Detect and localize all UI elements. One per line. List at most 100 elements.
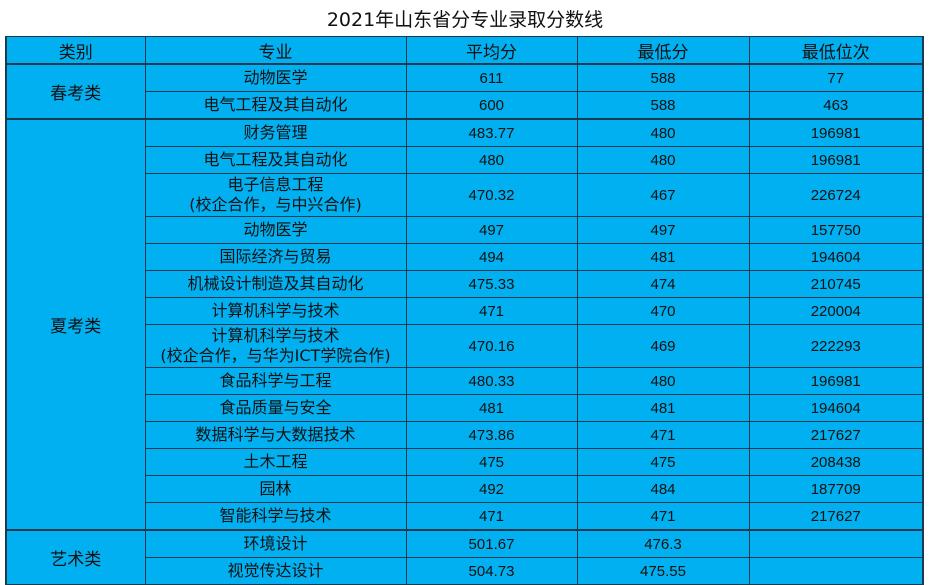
- table-row: 机械设计制造及其自动化 475.33 474 210745: [6, 270, 924, 298]
- major-cell: 国际经济与贸易: [144, 243, 407, 271]
- min-rank-cell: [748, 557, 924, 585]
- min-rank-cell: 463: [748, 91, 924, 120]
- major-cell: 动物医学: [144, 216, 407, 244]
- average-cell: 480: [405, 146, 578, 174]
- table-row: 食品科学与工程 480.33 480 196981: [6, 367, 924, 395]
- min-score-cell: 484: [576, 475, 750, 503]
- average-cell: 470.16: [405, 324, 578, 368]
- min-rank-cell: 194604: [748, 243, 924, 271]
- major-cell: 食品质量与安全: [144, 394, 407, 422]
- min-score-cell: 476.3: [576, 529, 750, 558]
- major-cell: 环境设计: [144, 529, 407, 558]
- average-cell: 483.77: [405, 118, 578, 147]
- average-cell: 480.33: [405, 367, 578, 395]
- admission-scores-table: 类别 专业 平均分 最低分 最低位次 春考类 动物医学 611 588 77 电…: [5, 36, 924, 585]
- major-cell: 电气工程及其自动化: [144, 91, 407, 120]
- min-score-cell: 470: [576, 297, 750, 325]
- header-major: 专业: [144, 36, 407, 65]
- min-rank-cell: 196981: [748, 367, 924, 395]
- average-cell: 475: [405, 448, 578, 476]
- major-name: 电子信息工程: [227, 175, 324, 194]
- category-cell: 春考类: [5, 63, 146, 120]
- major-cell: 计算机科学与技术: [144, 297, 407, 325]
- average-cell: 473.86: [405, 421, 578, 449]
- header-min-rank: 最低位次: [748, 36, 924, 65]
- major-cell: 电气工程及其自动化: [144, 146, 407, 174]
- min-score-cell: 475: [576, 448, 750, 476]
- table-row: 园林 492 484 187709: [6, 475, 924, 503]
- min-score-cell: 471: [576, 421, 750, 449]
- min-score-cell: 497: [576, 216, 750, 244]
- table-row: 计算机科学与技术 (校企合作，与华为ICT学院合作) 470.16 469 22…: [6, 324, 924, 368]
- min-score-cell: 469: [576, 324, 750, 368]
- average-cell: 501.67: [405, 529, 578, 558]
- major-note: (校企合作，与中兴合作): [189, 195, 362, 214]
- min-score-cell: 467: [576, 173, 750, 217]
- major-cell: 土木工程: [144, 448, 407, 476]
- major-name: 计算机科学与技术: [211, 326, 340, 345]
- min-rank-cell: 220004: [748, 297, 924, 325]
- average-cell: 471: [405, 297, 578, 325]
- min-score-cell: 481: [576, 243, 750, 271]
- average-cell: 475.33: [405, 270, 578, 298]
- min-score-cell: 475.55: [576, 557, 750, 585]
- table-title: 2021年山东省分专业录取分数线: [326, 9, 604, 31]
- major-cell: 动物医学: [144, 63, 407, 92]
- major-cell: 园林: [144, 475, 407, 503]
- average-cell: 497: [405, 216, 578, 244]
- header-average: 平均分: [405, 36, 578, 65]
- header-category: 类别: [5, 36, 146, 65]
- min-score-cell: 474: [576, 270, 750, 298]
- table-row: 视觉传达设计 504.73 475.55: [6, 557, 924, 585]
- major-cell: 机械设计制造及其自动化: [144, 270, 407, 298]
- min-rank-cell: 194604: [748, 394, 924, 422]
- major-note: (校企合作，与华为ICT学院合作): [160, 346, 391, 365]
- min-rank-cell: 210745: [748, 270, 924, 298]
- table-row: 电气工程及其自动化 480 480 196981: [6, 146, 924, 174]
- table-row: 夏考类 财务管理 483.77 480 196981: [5, 118, 924, 531]
- major-cell: 智能科学与技术: [144, 502, 407, 531]
- major-cell: 视觉传达设计: [144, 557, 407, 585]
- min-rank-cell: 157750: [748, 216, 924, 244]
- table-row: 食品质量与安全 481 481 194604: [6, 394, 924, 422]
- min-rank-cell: 226724: [748, 173, 924, 217]
- average-cell: 471: [405, 502, 578, 531]
- min-rank-cell: 196981: [748, 118, 924, 147]
- major-cell: 电子信息工程 (校企合作，与中兴合作): [144, 173, 407, 217]
- average-cell: 600: [405, 91, 578, 120]
- average-cell: 492: [405, 475, 578, 503]
- major-cell: 财务管理: [144, 118, 407, 147]
- category-cell: 艺术类: [5, 529, 146, 585]
- min-rank-cell: 196981: [748, 146, 924, 174]
- header-min-score: 最低分: [576, 36, 750, 65]
- table-row: 电子信息工程 (校企合作，与中兴合作) 470.32 467 226724: [6, 173, 924, 217]
- average-cell: 470.32: [405, 173, 578, 217]
- min-rank-cell: 217627: [748, 502, 924, 531]
- major-cell: 数据科学与大数据技术: [144, 421, 407, 449]
- min-score-cell: 471: [576, 502, 750, 531]
- table-row: 计算机科学与技术 471 470 220004: [6, 297, 924, 325]
- min-score-cell: 588: [576, 63, 750, 92]
- min-rank-cell: 77: [748, 63, 924, 92]
- header-row: 类别 专业 平均分 最低分 最低位次: [5, 36, 924, 65]
- min-rank-cell: 187709: [748, 475, 924, 503]
- min-rank-cell: 208438: [748, 448, 924, 476]
- table-row: 艺术类 环境设计 501.67 476.3: [5, 529, 924, 585]
- major-cell: 计算机科学与技术 (校企合作，与华为ICT学院合作): [144, 324, 407, 368]
- table-row: 春考类 动物医学 611 588 77: [5, 63, 924, 120]
- min-rank-cell: 222293: [748, 324, 924, 368]
- min-score-cell: 588: [576, 91, 750, 120]
- average-cell: 504.73: [405, 557, 578, 585]
- min-score-cell: 480: [576, 118, 750, 147]
- min-rank-cell: [748, 529, 924, 558]
- min-score-cell: 480: [576, 367, 750, 395]
- table-row: 国际经济与贸易 494 481 194604: [6, 243, 924, 271]
- table-row: 土木工程 475 475 208438: [6, 448, 924, 476]
- average-cell: 494: [405, 243, 578, 271]
- min-score-cell: 481: [576, 394, 750, 422]
- category-cell: 夏考类: [5, 118, 146, 531]
- average-cell: 611: [405, 63, 578, 92]
- min-score-cell: 480: [576, 146, 750, 174]
- average-cell: 481: [405, 394, 578, 422]
- min-rank-cell: 217627: [748, 421, 924, 449]
